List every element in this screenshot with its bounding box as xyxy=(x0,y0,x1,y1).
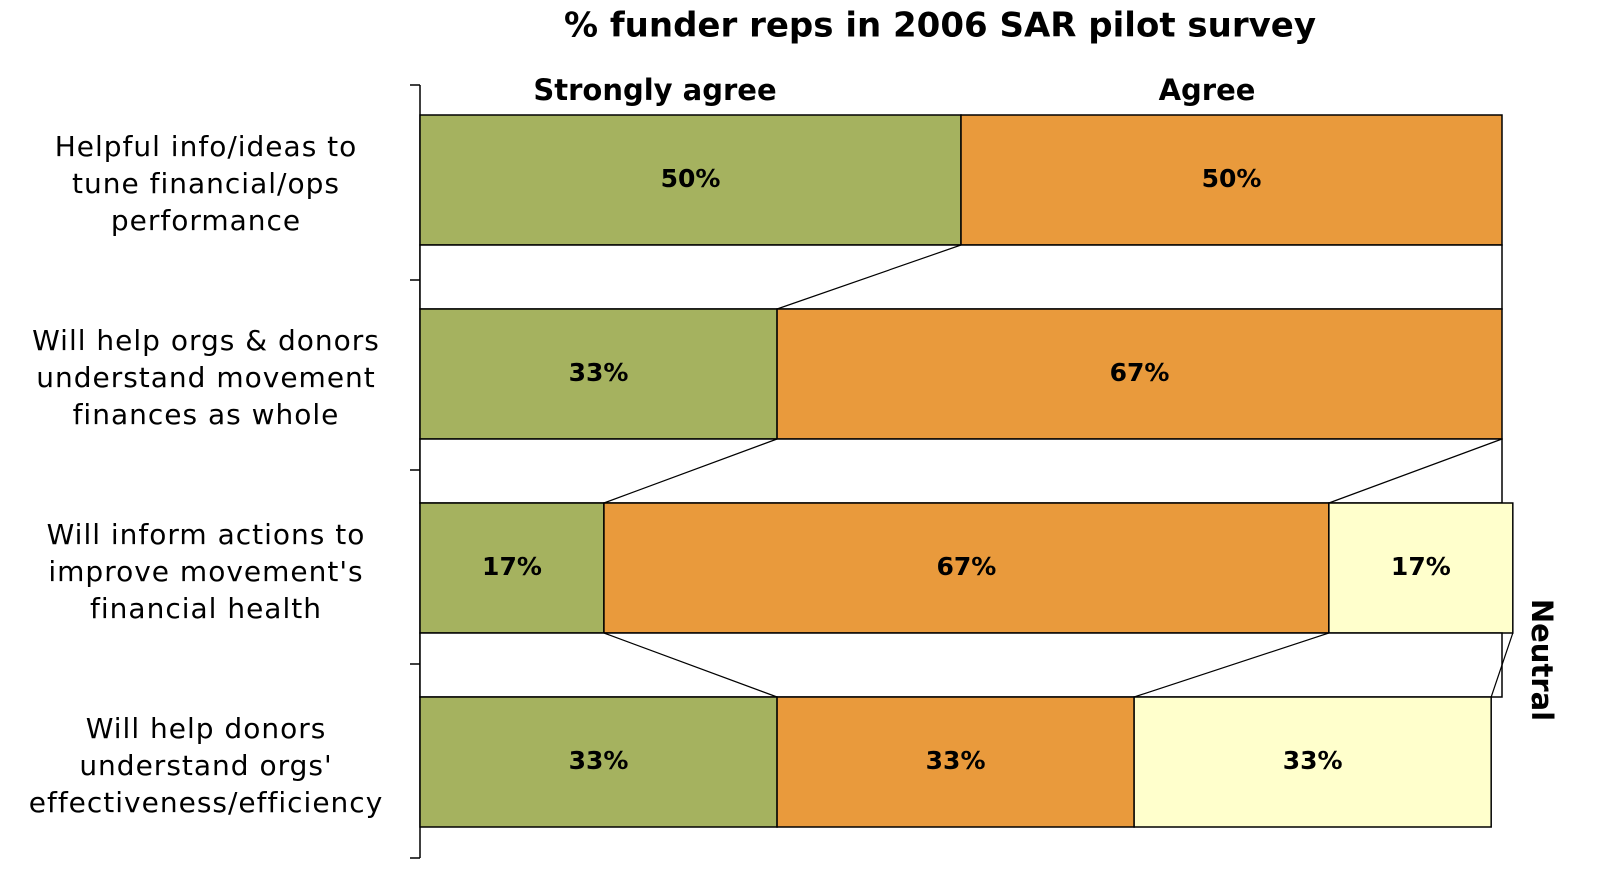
category-label: improve movement's xyxy=(48,555,363,588)
bar-segment xyxy=(419,696,778,828)
value-label: 17% xyxy=(482,552,542,581)
series-line xyxy=(1133,632,1330,698)
value-label: 33% xyxy=(569,746,629,775)
series-line xyxy=(1328,438,1503,504)
gap-frame xyxy=(419,438,1503,504)
category-label: Will help donors xyxy=(86,712,327,745)
bar-segment xyxy=(1328,502,1514,634)
bar-segment xyxy=(776,308,1503,440)
category-label: understand movement xyxy=(36,361,376,394)
bar-segment xyxy=(776,696,1135,828)
category-label: financial health xyxy=(90,592,322,625)
category-label: finances as whole xyxy=(73,398,340,431)
value-label: 33% xyxy=(569,358,629,387)
value-label: 33% xyxy=(1283,746,1343,775)
category-label: Will inform actions to xyxy=(47,518,366,551)
gap-frame xyxy=(419,632,1503,698)
gap-frame xyxy=(419,244,1503,310)
legend-label: Neutral xyxy=(1525,599,1559,721)
series-line xyxy=(603,632,778,698)
legend-label: Agree xyxy=(1159,73,1256,107)
legend-label: Strongly agree xyxy=(533,73,776,107)
bar-segment xyxy=(419,502,605,634)
value-label: 50% xyxy=(661,164,721,193)
bar-segment xyxy=(603,502,1330,634)
bar-segment xyxy=(960,114,1503,246)
value-label: 33% xyxy=(926,746,986,775)
value-label: 50% xyxy=(1202,164,1262,193)
value-label: 17% xyxy=(1391,552,1451,581)
category-label: Will help orgs & donors xyxy=(32,324,380,357)
chart-title: % funder reps in 2006 SAR pilot survey xyxy=(564,6,1316,46)
bar-segment xyxy=(419,308,778,440)
category-label: tune financial/ops xyxy=(72,167,340,200)
series-line xyxy=(603,438,778,504)
bar-segment xyxy=(1133,696,1492,828)
category-label: performance xyxy=(111,204,301,237)
category-label: understand orgs' xyxy=(79,749,332,782)
series-line xyxy=(776,244,962,310)
category-label: Helpful info/ideas to xyxy=(55,130,358,163)
value-label: 67% xyxy=(1110,358,1170,387)
value-label: 67% xyxy=(936,552,996,581)
category-label: effectiveness/efficiency xyxy=(29,786,384,819)
series-line xyxy=(1490,632,1514,698)
